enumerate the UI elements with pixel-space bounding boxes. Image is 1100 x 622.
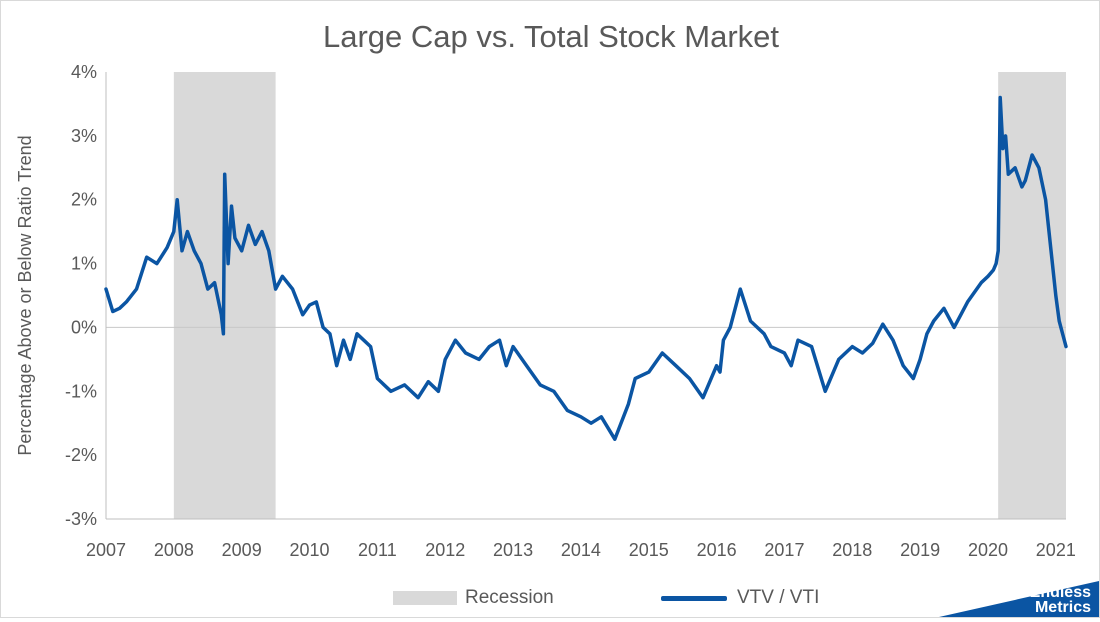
series-line-1	[104, 95, 1068, 441]
x-tick-label: 2013	[493, 540, 533, 560]
y-tick-label: 0%	[71, 317, 97, 337]
x-tick-label: 2007	[86, 540, 126, 560]
y-tick-label: 1%	[71, 254, 97, 274]
y-tick-label: 3%	[71, 126, 97, 146]
y-tick-label: -3%	[65, 509, 97, 529]
y-tick-label: 4%	[71, 62, 97, 82]
series-swatch	[661, 595, 727, 601]
chart-plot: 4% 3% 2% 1% 0% -1% -2% -3% 2007 2008 2009 2010 2011 2…	[15, 62, 1076, 560]
x-tick-label: 2016	[697, 540, 737, 560]
legend-recession-label: Recession	[465, 587, 554, 608]
y-tick-label: -2%	[65, 445, 97, 465]
x-tick-label: 2018	[832, 540, 872, 560]
logo-text: Endless Metrics	[1029, 584, 1091, 616]
x-tick-label: 2017	[764, 540, 804, 560]
chart-title: Large Cap vs. Total Stock Market	[322, 19, 780, 54]
x-tick-label: 2015	[629, 540, 669, 560]
y-axis-label: Percentage Above or Below Ratio Trend	[15, 135, 35, 455]
x-tick-label: 2020	[968, 540, 1008, 560]
x-tick-label: 2011	[358, 540, 397, 560]
x-tick-label: 2021	[1036, 540, 1076, 560]
x-tick-label: 2009	[222, 540, 262, 560]
x-tick-label: 2019	[900, 540, 940, 560]
logo-line-1: Endless	[1029, 584, 1091, 601]
x-tick-label: 2010	[290, 540, 330, 560]
legend-item-recession: Recession	[393, 587, 554, 609]
brand-logo: Endless Metrics	[939, 581, 1099, 617]
y-tick-label: -1%	[65, 381, 97, 401]
x-tick-label: 2014	[561, 540, 601, 560]
x-tick-label: 2012	[425, 540, 465, 560]
recession-swatch	[393, 591, 457, 605]
logo-line-2: Metrics	[1034, 599, 1091, 616]
y-tick-label: 2%	[71, 190, 97, 210]
logo-triangle	[939, 581, 1099, 617]
legend-item-series: VTV / VTI	[661, 587, 819, 609]
x-tick-label: 2008	[154, 540, 194, 560]
legend-series-label: VTV / VTI	[737, 587, 820, 608]
legend: Recession VTV / VTI	[1, 587, 1100, 611]
